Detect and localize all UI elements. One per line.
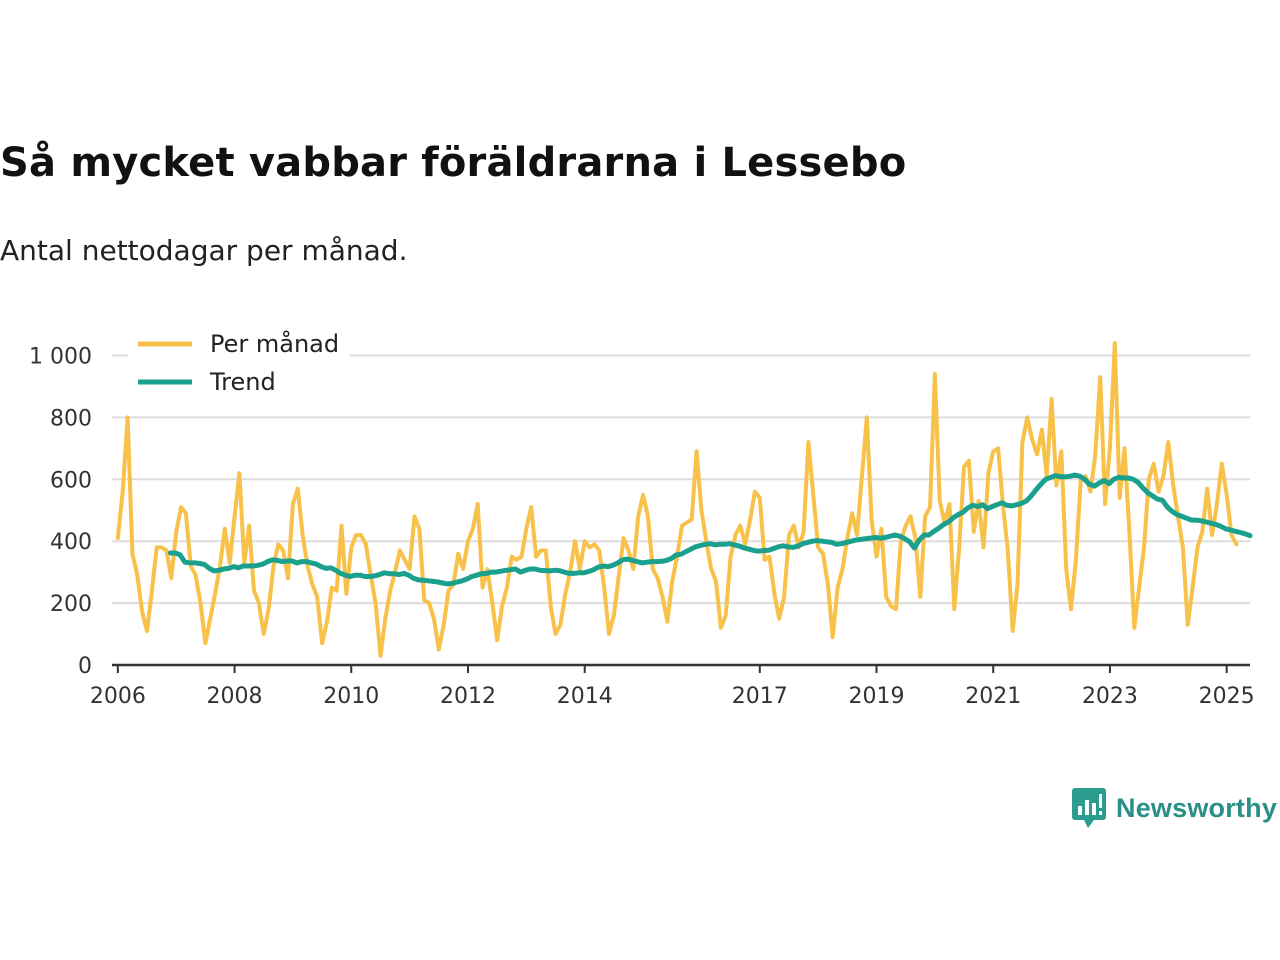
x-tick-label: 2019 [849,684,905,709]
y-tick-label: 0 [78,654,92,679]
x-tick-label: 2023 [1082,684,1138,709]
chart-subtitle: Antal nettodagar per månad. [0,234,408,267]
x-tick-label: 2008 [207,684,263,709]
legend-background [128,328,350,408]
x-tick-label: 2006 [90,684,146,709]
brand-logo: Newsworthy [1072,786,1277,830]
brand-name: Newsworthy [1116,792,1278,823]
legend-label-trend: Trend [209,368,276,396]
x-tick-label: 2017 [732,684,788,709]
x-tick-label: 2021 [965,684,1021,709]
y-tick-label: 600 [50,468,92,493]
chart-title: Så mycket vabbar föräldrarna i Lessebo [0,140,907,186]
y-tick-label: 1 000 [29,344,92,369]
x-tick-label: 2010 [323,684,379,709]
series-line-trend [167,472,1253,587]
x-tick-label: 2014 [557,684,613,709]
y-tick-label: 200 [50,592,92,617]
newsworthy-logo-icon [1072,788,1106,828]
legend-label-per-manad: Per månad [210,329,339,358]
y-tick-label: 400 [50,530,92,555]
x-tick-label: 2012 [440,684,496,709]
x-tick-label: 2025 [1199,684,1255,709]
line-chart: 0 200 400 600 800 1 000 2006 2008 2010 2012 2014 20… [29,328,1255,709]
y-tick-label: 800 [50,406,92,431]
